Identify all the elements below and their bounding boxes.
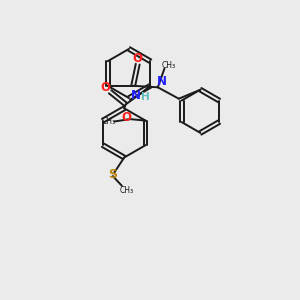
Text: S: S <box>108 168 117 181</box>
Text: CH₃: CH₃ <box>119 186 134 195</box>
Text: N: N <box>130 89 141 102</box>
Text: O: O <box>121 111 131 124</box>
Text: O: O <box>133 52 143 65</box>
Text: O: O <box>100 81 111 94</box>
Text: CH₃: CH₃ <box>162 61 176 70</box>
Text: N: N <box>157 75 167 88</box>
Text: CH₃: CH₃ <box>102 117 116 126</box>
Text: H: H <box>141 92 150 102</box>
